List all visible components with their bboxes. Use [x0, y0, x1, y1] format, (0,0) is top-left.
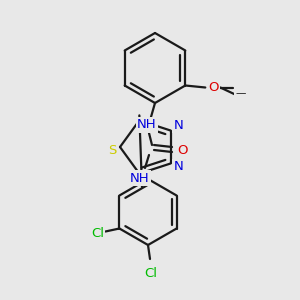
- Text: Cl: Cl: [145, 267, 158, 280]
- Text: S: S: [108, 143, 116, 157]
- Text: Cl: Cl: [91, 227, 104, 240]
- Text: NH: NH: [137, 118, 157, 131]
- Text: —: —: [235, 88, 245, 98]
- Text: N: N: [174, 160, 184, 173]
- Text: O: O: [208, 81, 219, 94]
- Text: O: O: [177, 143, 187, 157]
- Text: NH: NH: [130, 172, 150, 184]
- Text: N: N: [174, 119, 184, 132]
